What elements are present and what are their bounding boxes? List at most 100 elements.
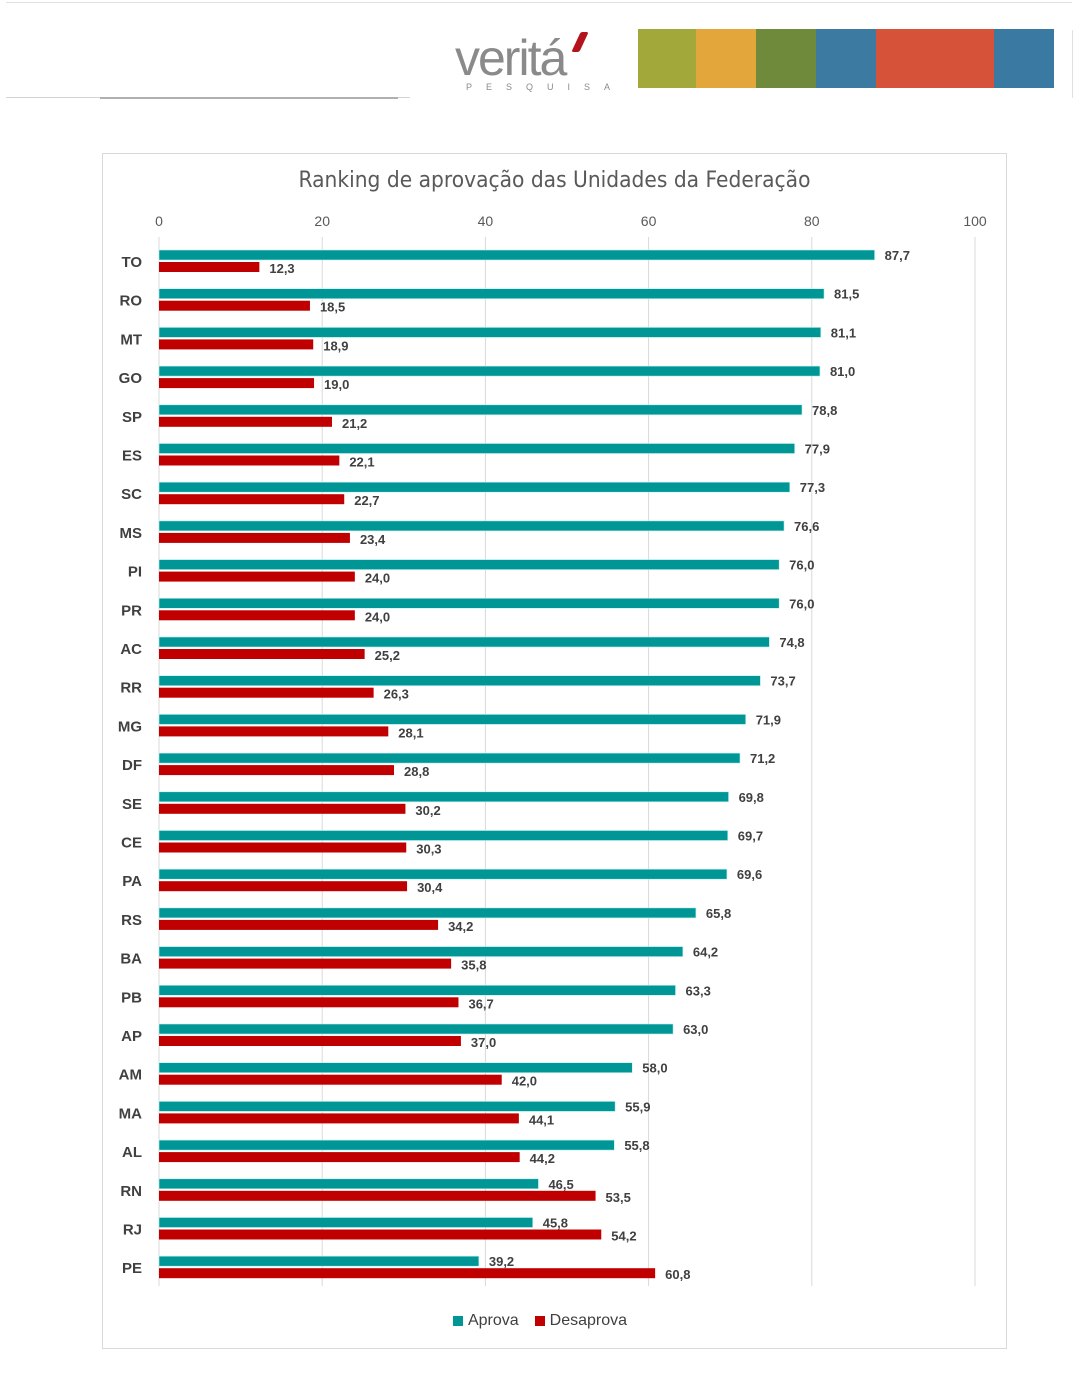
bar-aprova — [158, 559, 780, 570]
data-label-aprova: 55,8 — [624, 1138, 649, 1153]
data-label-aprova: 63,3 — [686, 983, 711, 998]
bar-desaprova — [159, 1113, 519, 1124]
bar-desaprova — [159, 339, 314, 350]
data-label-desaprova: 44,2 — [530, 1151, 555, 1166]
banner-panel — [756, 29, 816, 88]
data-label-desaprova: 12,3 — [269, 261, 294, 276]
data-label-aprova: 76,6 — [794, 519, 819, 534]
data-label-aprova: 76,0 — [789, 596, 814, 611]
data-label-desaprova: 42,0 — [512, 1074, 537, 1089]
bar-aprova — [158, 443, 795, 454]
bar-aprova — [158, 830, 729, 841]
category-label: AL — [122, 1144, 142, 1161]
category-label: DF — [122, 757, 142, 774]
category-label: RJ — [123, 1222, 142, 1239]
bar-desaprova — [159, 997, 459, 1008]
category-label: RO — [120, 293, 143, 310]
bar-desaprova — [159, 378, 315, 389]
bar-aprova — [158, 984, 676, 996]
data-label-desaprova: 34,2 — [448, 919, 473, 934]
category-label: AM — [119, 1067, 142, 1084]
data-label-desaprova: 35,8 — [461, 958, 486, 973]
banner-panel — [994, 29, 1054, 88]
data-label-aprova: 74,8 — [779, 635, 804, 650]
category-label: GO — [119, 370, 143, 387]
data-label-desaprova: 18,9 — [323, 338, 348, 353]
banner-panel — [816, 29, 876, 88]
bar-aprova — [158, 1139, 615, 1151]
bar-desaprova — [159, 803, 406, 814]
data-label-aprova: 45,8 — [543, 1216, 568, 1231]
header-photo-banner — [638, 29, 1054, 88]
data-label-aprova: 69,7 — [738, 829, 763, 844]
bar-desaprova — [159, 610, 355, 621]
data-label-aprova: 71,9 — [756, 712, 781, 727]
data-label-desaprova: 26,3 — [384, 687, 409, 702]
data-label-desaprova: 22,1 — [349, 455, 374, 470]
bar-desaprova — [159, 726, 389, 737]
data-label-aprova: 81,5 — [834, 287, 859, 302]
bar-desaprova — [159, 1190, 596, 1201]
category-label: AC — [120, 641, 142, 658]
header-right-rule — [1072, 30, 1073, 98]
bar-aprova — [158, 520, 785, 532]
logo-subtext: PESQUISA — [466, 82, 625, 92]
data-label-aprova: 63,0 — [683, 1022, 708, 1037]
data-label-aprova: 69,6 — [737, 867, 762, 882]
header-top-rule — [6, 2, 1072, 3]
bar-desaprova — [159, 1229, 602, 1240]
bar-desaprova — [159, 1036, 461, 1046]
data-label-aprova: 58,0 — [642, 1061, 667, 1076]
banner-panel — [638, 29, 696, 88]
data-label-aprova: 77,3 — [800, 480, 825, 495]
bar-aprova — [158, 868, 728, 880]
bar-desaprova — [159, 494, 345, 505]
data-label-desaprova: 53,5 — [606, 1190, 631, 1205]
banner-panel — [696, 29, 756, 88]
logo-wordmark: veritá — [455, 30, 567, 86]
data-label-aprova: 69,8 — [739, 790, 764, 805]
data-label-aprova: 73,7 — [770, 674, 795, 689]
bar-aprova — [158, 675, 761, 687]
data-label-desaprova: 23,4 — [360, 532, 386, 547]
bar-desaprova — [159, 1268, 656, 1279]
category-label: SP — [122, 409, 142, 426]
bar-desaprova — [159, 765, 395, 776]
bar-desaprova — [159, 919, 439, 930]
banner-panel — [936, 29, 994, 88]
data-label-desaprova: 60,8 — [665, 1267, 690, 1282]
legend-swatch-desaprova — [534, 1316, 545, 1326]
data-label-aprova: 76,0 — [789, 558, 814, 573]
banner-panel — [876, 29, 936, 88]
bar-aprova — [158, 714, 747, 725]
data-label-aprova: 77,9 — [805, 442, 830, 457]
category-label: PA — [122, 873, 142, 890]
bar-aprova — [158, 1255, 480, 1267]
bar-aprova — [158, 481, 791, 493]
bar-aprova — [158, 907, 697, 919]
x-tick-label: 20 — [314, 213, 330, 229]
data-label-desaprova: 18,5 — [320, 300, 345, 315]
data-label-desaprova: 54,2 — [611, 1229, 636, 1244]
legend-item-aprova: Aprova — [452, 1312, 519, 1330]
data-label-aprova: 55,9 — [625, 1099, 650, 1114]
data-label-desaprova: 30,4 — [417, 880, 443, 895]
data-label-desaprova: 28,1 — [398, 725, 423, 740]
bar-desaprova — [159, 300, 310, 311]
category-label: SC — [121, 486, 142, 503]
bar-aprova — [158, 365, 821, 377]
category-label: MG — [118, 718, 142, 735]
data-label-aprova: 64,2 — [693, 945, 718, 960]
bar-aprova — [158, 946, 684, 957]
bar-desaprova — [159, 649, 365, 659]
bar-aprova — [158, 752, 741, 764]
x-tick-label: 0 — [155, 213, 163, 229]
x-tick-label: 60 — [641, 213, 657, 229]
data-label-desaprova: 30,3 — [416, 842, 441, 857]
bar-desaprova — [159, 842, 407, 853]
bar-aprova — [158, 1062, 633, 1073]
bar-aprova — [158, 1178, 539, 1190]
x-tick-label: 100 — [963, 213, 987, 229]
category-label: PR — [121, 602, 142, 619]
